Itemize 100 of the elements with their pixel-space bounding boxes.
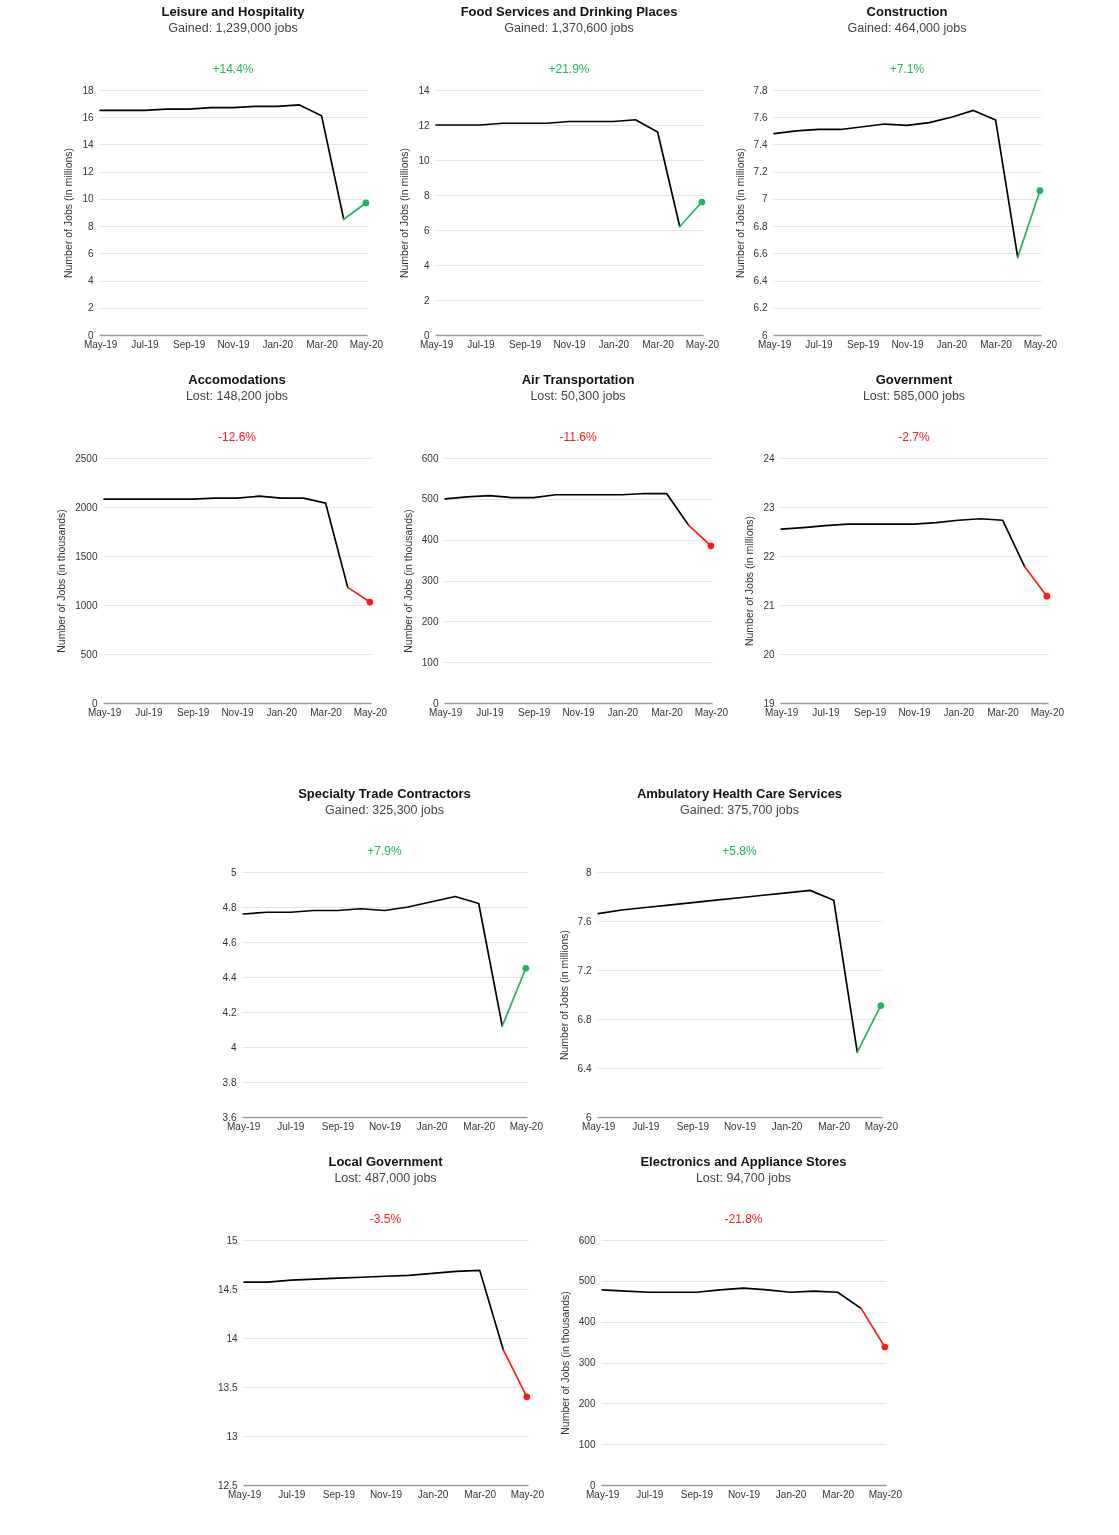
y-tick-label: 10: [81, 193, 94, 205]
x-tick-label: Nov-19: [723, 1120, 757, 1132]
x-tick-label: May-20: [1030, 706, 1064, 718]
x-tick-label: May-20: [694, 706, 728, 718]
x-tick-label: Jul-19: [631, 1120, 660, 1132]
y-tick-label: 100: [578, 1438, 596, 1450]
y-tick-label: 14: [226, 1332, 238, 1344]
y-tick-label: 500: [421, 493, 439, 505]
y-tick-label: 500: [80, 648, 98, 660]
text: +7.9%: [366, 844, 402, 858]
chart-subtitle: Gained: 1,239,000 jobs: [167, 20, 298, 35]
y-tick-label: 4.4: [222, 971, 237, 983]
x-tick-label: May-20: [353, 706, 387, 718]
y-axis-title: Number of Jobs (in millions): [557, 929, 570, 1061]
line-series: [243, 1269, 505, 1351]
x-tick-label: Jul-19: [811, 706, 840, 718]
y-tick-label: 2: [423, 294, 430, 306]
y-tick-label: 7.2: [577, 964, 592, 976]
x-tick-label: Nov-19: [368, 1120, 402, 1132]
x-tick-label: Mar-20: [462, 1120, 495, 1132]
x-tick-label: Sep-19: [172, 338, 206, 350]
y-tick-label: 7: [761, 193, 768, 205]
chart-subtitle: Gained: 464,000 jobs: [847, 20, 966, 35]
y-tick-label: 200: [578, 1397, 596, 1409]
y-tick-label: 4.8: [222, 901, 237, 913]
x-tick-label: Jan-20: [936, 338, 968, 350]
y-tick-label: 6.6: [753, 247, 768, 259]
x-tick-label: May-19: [419, 338, 454, 350]
y-tick-label: 6: [585, 1111, 592, 1123]
y-tick-label: 19: [762, 697, 775, 709]
x-tick-label: May-19: [228, 1488, 262, 1500]
x-tick-label: Jul-19: [130, 338, 159, 350]
x-tick-label: Sep-19: [846, 338, 880, 350]
text: +14.4%: [211, 62, 254, 76]
y-tick-label: 8: [585, 866, 592, 878]
y-tick-label: 0: [432, 697, 439, 709]
text: -11.6%: [558, 430, 597, 444]
x-tick-label: Sep-19: [176, 706, 210, 718]
y-tick-label: 600: [578, 1234, 596, 1246]
y-tick-label: 12: [417, 119, 430, 131]
x-tick-label: Jan-20: [943, 706, 975, 718]
x-tick-label: Sep-19: [853, 706, 887, 718]
x-tick-label: Jan-20: [262, 338, 294, 350]
x-tick-label: Mar-20: [986, 706, 1019, 718]
x-tick-label: Nov-19: [897, 706, 931, 718]
y-tick-label: 1000: [74, 599, 98, 611]
line-series: [434, 118, 681, 228]
x-tick-label: Sep-19: [680, 1488, 714, 1500]
x-tick-label: May-19: [428, 706, 463, 718]
text: -3.5%: [369, 1212, 402, 1226]
x-tick-label: May-20: [510, 1488, 545, 1500]
chart-subtitle: Gained: 375,700 jobs: [679, 802, 799, 817]
y-tick-label: 13: [226, 1430, 238, 1442]
x-tick-label: Jan-20: [775, 1488, 807, 1500]
x-tick-label: May-19: [586, 1488, 620, 1500]
x-tick-label: May-19: [87, 706, 122, 718]
x-tick-label: May-20: [868, 1488, 903, 1500]
x-tick-label: Sep-19: [321, 1120, 354, 1132]
x-tick-label: Jul-19: [475, 706, 504, 718]
y-tick-label: 15: [226, 1234, 238, 1246]
chart-title: Electronics and Appliance Stores: [640, 1153, 847, 1169]
x-tick-label: Mar-20: [641, 338, 674, 350]
y-tick-label: 8: [423, 189, 430, 201]
y-tick-label: 6.8: [753, 220, 768, 232]
x-tick-label: May-19: [83, 338, 118, 350]
x-tick-label: May-19: [581, 1120, 616, 1132]
y-tick-label: 500: [578, 1275, 596, 1287]
y-tick-label: 6: [87, 247, 94, 259]
chart-subtitle: Lost: 148,200 jobs: [185, 388, 288, 403]
y-tick-label: 13.5: [218, 1381, 238, 1393]
text: +5.8%: [721, 844, 757, 858]
x-tick-label: Jul-19: [134, 706, 163, 718]
y-tick-label: 1500: [74, 550, 98, 562]
x-tick-label: Jan-20: [598, 338, 630, 350]
x-tick-label: Jan-20: [771, 1120, 803, 1132]
y-tick-label: 4.6: [222, 936, 237, 948]
y-tick-label: 2: [87, 302, 94, 314]
chart-subtitle: Gained: 1,370,600 jobs: [503, 20, 634, 35]
y-tick-label: 0: [589, 1479, 596, 1491]
y-tick-label: 3.8: [222, 1076, 237, 1088]
y-tick-label: 12.5: [218, 1479, 238, 1491]
y-tick-label: 14: [81, 138, 94, 150]
x-tick-label: Nov-19: [369, 1488, 403, 1500]
y-tick-label: 3.6: [222, 1111, 237, 1123]
y-tick-label: 7.6: [753, 111, 768, 123]
chart-title: Specialty Trade Contractors: [297, 785, 471, 801]
y-tick-label: 0: [87, 329, 94, 341]
y-tick-label: 5: [230, 866, 237, 878]
text: -21.8%: [724, 1212, 763, 1226]
y-axis-title: Number of Jobs (in millions): [61, 147, 74, 279]
x-tick-label: Nov-19: [552, 338, 586, 350]
line-series: [98, 104, 345, 221]
x-tick-label: Mar-20: [817, 1120, 850, 1132]
y-tick-label: 14.5: [218, 1283, 238, 1295]
y-tick-label: 18: [81, 84, 94, 96]
y-tick-label: 0: [91, 697, 98, 709]
y-axis-title: Number of Jobs (in millions): [733, 147, 746, 279]
line-series: [443, 492, 690, 527]
x-tick-label: Jul-19: [804, 338, 833, 350]
line-series: [779, 517, 1026, 568]
